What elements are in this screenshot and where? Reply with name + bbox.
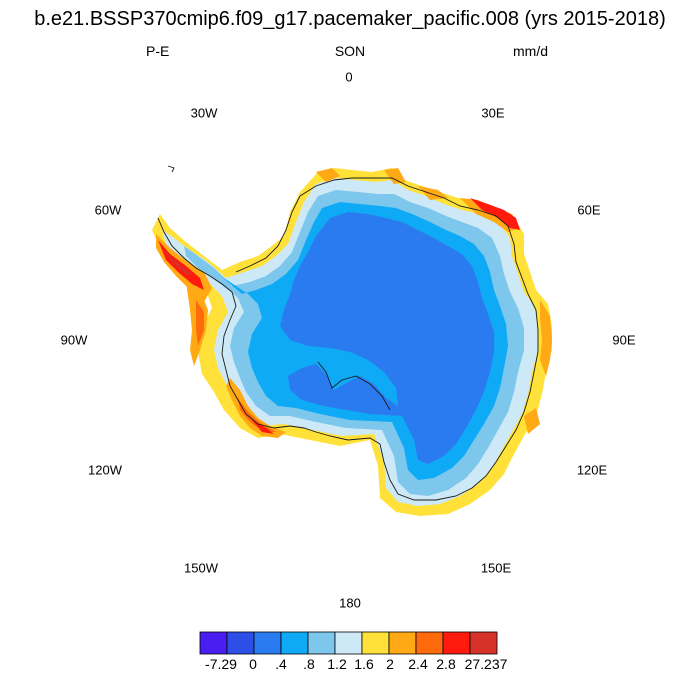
colorbar-label-4: 1.2 [327, 656, 347, 672]
lon-label-90e: 90E [612, 332, 636, 348]
colorbar-box-7 [388, 631, 417, 655]
colorbar-box-0 [199, 631, 228, 655]
plot-title: b.e21.BSSP370cmip6.f09_g17.pacemaker_pac… [34, 8, 666, 30]
colorbar-box-5 [334, 631, 363, 655]
lon-label-180: 180 [339, 595, 361, 611]
coastline [157, 165, 539, 501]
interior-plateau [280, 212, 494, 464]
variable-label: P-E [146, 43, 170, 59]
lon-label-150w: 150W [184, 560, 218, 576]
lon-label-90w: 90W [60, 332, 88, 348]
colorbar-label-5: 1.6 [354, 656, 374, 672]
lon-label-60w: 60W [94, 202, 122, 218]
colorbar-box-9 [442, 631, 471, 655]
colorbar-box-6 [361, 631, 390, 655]
colorbar-label-2: .4 [275, 656, 287, 672]
lon-label-30e: 30E [481, 105, 505, 121]
lon-label-120w: 120W [88, 462, 122, 478]
lon-label-0: 0 [345, 69, 353, 85]
colorbar-box-4 [307, 631, 336, 655]
season-label: SON [334, 43, 366, 59]
colorbar-label-0: -7.29 [205, 656, 237, 672]
colorbar-label-7: 2.4 [408, 656, 428, 672]
colorbar-box-3 [280, 631, 309, 655]
colorbar-label-6: 2 [386, 656, 394, 672]
colorbar-label-8: 2.8 [436, 656, 456, 672]
lon-label-150e: 150E [480, 560, 512, 576]
colorbar-label-3: .8 [303, 656, 315, 672]
colorbar-label-9: 27.237 [464, 656, 508, 672]
colorbar-box-1 [226, 631, 255, 655]
lon-label-30w: 30W [190, 105, 218, 121]
colorbar-label-1: 0 [249, 656, 257, 672]
lon-label-120e: 120E [576, 462, 608, 478]
units-label: mm/d [513, 43, 548, 59]
colorbar-box-8 [415, 631, 444, 655]
colorbar-box-10 [469, 631, 498, 655]
lon-label-60e: 60E [577, 202, 601, 218]
colorbar-box-2 [253, 631, 282, 655]
